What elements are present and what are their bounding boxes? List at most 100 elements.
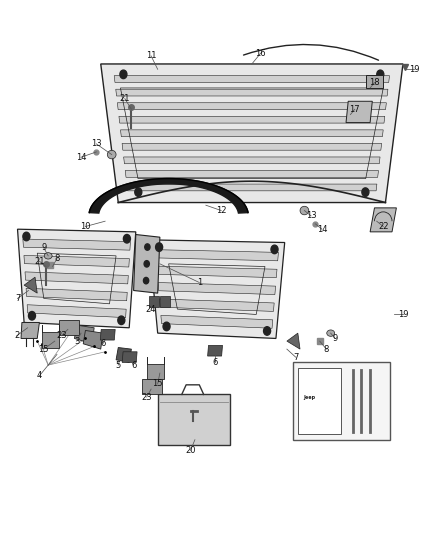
Text: 13: 13 xyxy=(91,140,102,148)
Polygon shape xyxy=(208,345,223,356)
Polygon shape xyxy=(24,255,129,267)
Polygon shape xyxy=(25,272,128,284)
Circle shape xyxy=(120,70,127,78)
Polygon shape xyxy=(42,332,59,348)
Polygon shape xyxy=(23,239,131,250)
Polygon shape xyxy=(114,76,389,83)
Circle shape xyxy=(144,261,149,267)
FancyBboxPatch shape xyxy=(298,368,341,434)
Text: 8: 8 xyxy=(324,345,329,353)
Text: 15: 15 xyxy=(39,345,49,353)
Polygon shape xyxy=(116,348,131,362)
Polygon shape xyxy=(101,64,403,203)
Text: 6: 6 xyxy=(100,340,106,348)
Text: 9: 9 xyxy=(41,244,46,252)
Polygon shape xyxy=(18,229,136,328)
Polygon shape xyxy=(116,89,388,96)
Circle shape xyxy=(362,188,369,197)
Polygon shape xyxy=(157,266,277,278)
Polygon shape xyxy=(26,288,127,301)
Text: 6: 6 xyxy=(131,361,136,369)
Polygon shape xyxy=(134,235,160,293)
Circle shape xyxy=(163,322,170,330)
Polygon shape xyxy=(119,116,385,123)
Polygon shape xyxy=(24,277,37,293)
Text: 15: 15 xyxy=(152,379,163,388)
Text: 23: 23 xyxy=(141,393,152,401)
Ellipse shape xyxy=(300,206,309,215)
Text: 18: 18 xyxy=(369,78,380,87)
Text: 17: 17 xyxy=(350,105,360,114)
Polygon shape xyxy=(158,282,276,295)
Polygon shape xyxy=(21,322,39,338)
Ellipse shape xyxy=(327,330,335,336)
Polygon shape xyxy=(74,325,94,344)
Polygon shape xyxy=(158,394,230,445)
Polygon shape xyxy=(117,103,386,110)
Text: 5: 5 xyxy=(116,361,121,369)
Polygon shape xyxy=(160,296,170,307)
Circle shape xyxy=(145,244,150,250)
Polygon shape xyxy=(89,179,248,213)
Circle shape xyxy=(143,277,149,284)
Polygon shape xyxy=(122,143,381,150)
Polygon shape xyxy=(27,305,126,318)
Text: 12: 12 xyxy=(216,206,226,215)
Polygon shape xyxy=(120,130,383,136)
Text: Jeep: Jeep xyxy=(303,394,315,400)
Text: 10: 10 xyxy=(80,222,91,231)
Polygon shape xyxy=(59,320,79,335)
Polygon shape xyxy=(125,171,378,177)
Polygon shape xyxy=(149,240,285,338)
Ellipse shape xyxy=(107,150,116,159)
Text: 19: 19 xyxy=(398,310,408,319)
Polygon shape xyxy=(142,379,162,394)
Text: 21: 21 xyxy=(120,94,130,103)
Circle shape xyxy=(135,188,142,197)
Text: 21: 21 xyxy=(34,257,45,265)
Text: 8: 8 xyxy=(54,254,60,263)
Text: 1: 1 xyxy=(197,278,202,287)
Text: 14: 14 xyxy=(317,225,327,233)
Text: 11: 11 xyxy=(146,52,156,60)
Text: 7: 7 xyxy=(15,294,20,303)
Circle shape xyxy=(377,70,384,78)
Ellipse shape xyxy=(44,253,52,259)
Text: 3: 3 xyxy=(74,337,79,345)
Polygon shape xyxy=(155,249,279,261)
Polygon shape xyxy=(159,299,274,311)
Polygon shape xyxy=(122,352,137,362)
FancyBboxPatch shape xyxy=(293,362,390,440)
Text: 19: 19 xyxy=(409,65,419,74)
Polygon shape xyxy=(287,333,300,349)
Circle shape xyxy=(155,243,162,252)
Polygon shape xyxy=(149,296,159,307)
Text: 2: 2 xyxy=(14,332,19,340)
Polygon shape xyxy=(366,75,383,88)
Text: 6: 6 xyxy=(212,358,217,367)
Circle shape xyxy=(264,327,271,335)
Circle shape xyxy=(23,232,30,241)
Text: 23: 23 xyxy=(56,332,67,340)
Text: 22: 22 xyxy=(378,222,389,231)
Polygon shape xyxy=(83,330,103,349)
Text: 24: 24 xyxy=(146,305,156,313)
Circle shape xyxy=(124,235,131,243)
Polygon shape xyxy=(161,316,273,328)
Circle shape xyxy=(28,311,35,320)
Text: 20: 20 xyxy=(185,446,196,455)
Polygon shape xyxy=(370,208,396,232)
Text: 14: 14 xyxy=(76,153,86,161)
Polygon shape xyxy=(147,364,164,379)
Text: 13: 13 xyxy=(306,212,316,220)
Polygon shape xyxy=(346,101,372,123)
Text: 16: 16 xyxy=(255,49,266,58)
Circle shape xyxy=(271,245,278,254)
Text: 4: 4 xyxy=(37,372,42,380)
Polygon shape xyxy=(124,157,380,164)
Text: 7: 7 xyxy=(293,353,298,361)
Polygon shape xyxy=(127,184,377,191)
Circle shape xyxy=(118,316,125,325)
Polygon shape xyxy=(100,329,115,340)
Text: 9: 9 xyxy=(332,334,338,343)
